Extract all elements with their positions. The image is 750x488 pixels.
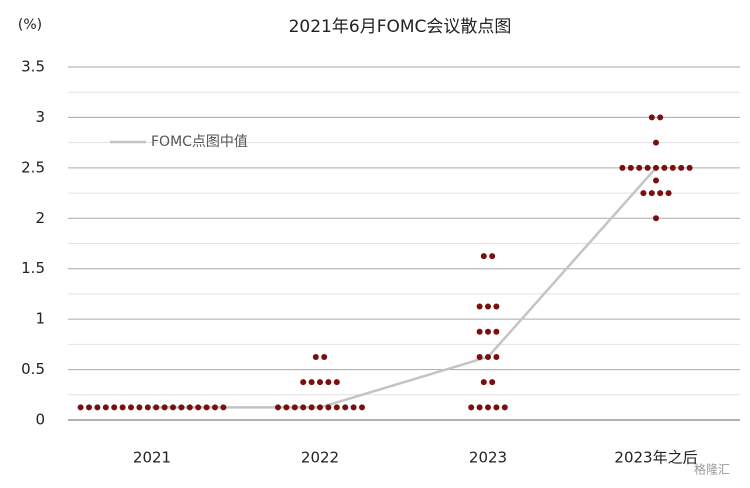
dot <box>203 404 210 411</box>
dot <box>161 404 168 411</box>
dot <box>489 253 496 260</box>
dot <box>636 164 643 171</box>
dot <box>648 190 655 197</box>
dot <box>312 353 319 360</box>
dot <box>333 404 340 411</box>
dot <box>102 404 109 411</box>
x-tick-label: 2023 <box>469 449 507 467</box>
dot <box>342 404 349 411</box>
dot <box>665 190 672 197</box>
dot <box>170 404 176 411</box>
dot <box>300 404 307 411</box>
x-tick-label: 2021 <box>133 449 171 467</box>
x-tick-label: 2023年之后 <box>614 449 697 467</box>
dot <box>111 404 118 411</box>
dot <box>485 303 491 310</box>
dot <box>476 303 483 310</box>
dot <box>308 379 315 386</box>
y-tick-label: 0.5 <box>21 360 45 378</box>
watermark: 格隆汇 <box>694 462 730 477</box>
legend-label: FOMC点图中值 <box>151 134 248 150</box>
y-tick-label: 2.5 <box>21 158 45 176</box>
dot <box>653 215 659 222</box>
dot <box>661 164 668 171</box>
dot <box>501 404 508 411</box>
dot <box>476 404 483 411</box>
dot <box>480 379 487 386</box>
dot <box>653 164 659 171</box>
y-tick-label: 3.5 <box>21 58 45 76</box>
dot <box>476 353 483 360</box>
dot <box>212 404 218 411</box>
dot <box>77 404 84 411</box>
dot <box>480 253 487 260</box>
dot <box>476 328 483 335</box>
dot <box>657 190 664 197</box>
dot <box>640 190 647 197</box>
dot <box>489 379 496 386</box>
dot <box>195 404 202 411</box>
dot <box>350 404 357 411</box>
dot <box>300 379 307 386</box>
dot <box>653 139 659 146</box>
dot <box>317 404 323 411</box>
y-tick-label: 2 <box>35 209 45 227</box>
dot <box>644 164 651 171</box>
dot <box>493 353 500 360</box>
dot <box>648 114 655 121</box>
dot <box>627 164 634 171</box>
dot <box>485 353 491 360</box>
y-axis-label: (%) <box>18 17 42 33</box>
dot <box>144 404 151 411</box>
dot <box>94 404 101 411</box>
median-line <box>152 167 657 409</box>
y-tick-label: 1.5 <box>21 259 45 277</box>
dot <box>493 303 500 310</box>
dot <box>493 404 500 411</box>
dot <box>325 379 332 386</box>
dot <box>275 404 281 411</box>
dot <box>686 164 693 171</box>
y-tick-label: 1 <box>35 310 45 328</box>
dot <box>220 404 227 411</box>
dot <box>325 404 332 411</box>
dot <box>308 404 315 411</box>
dot <box>119 404 126 411</box>
y-tick-label: 3 <box>35 108 45 126</box>
dot <box>493 328 500 335</box>
dot <box>178 404 185 411</box>
dot <box>468 404 475 411</box>
dot <box>485 328 491 335</box>
dot <box>283 404 290 411</box>
dot <box>128 404 134 411</box>
dot <box>619 164 626 171</box>
y-tick-label: 0 <box>35 411 45 429</box>
dot <box>317 379 323 386</box>
dot <box>678 164 685 171</box>
dot <box>669 164 676 171</box>
dot <box>359 404 365 411</box>
dot <box>333 379 340 386</box>
dot <box>86 404 92 411</box>
dot <box>321 353 328 360</box>
x-tick-label: 2022 <box>301 449 339 467</box>
dot <box>653 177 659 184</box>
dot <box>485 404 491 411</box>
dot <box>657 114 664 121</box>
dot <box>153 404 160 411</box>
dot <box>186 404 193 411</box>
dot <box>136 404 143 411</box>
dot <box>291 404 298 411</box>
chart-title: 2021年6月FOMC会议散点图 <box>289 17 512 37</box>
